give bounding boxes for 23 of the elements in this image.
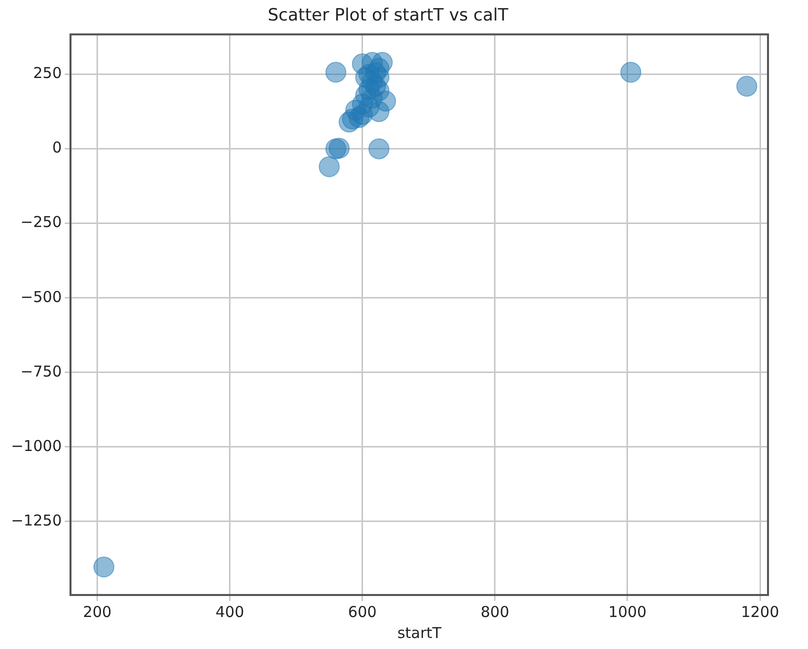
x-tick-label: 1000 [608,602,647,621]
y-tick-label: −750 [20,362,62,380]
y-tick-label: −250 [20,213,62,232]
point [328,138,350,159]
x-tick-label: 600 [348,602,377,621]
x-tick-label: 800 [480,602,510,621]
y-tick-label: −500 [20,288,62,306]
y-tick-label: 250 [33,64,62,82]
point [368,101,390,122]
y-tick-label: 0 [52,138,62,157]
point [620,62,642,83]
x-tick-label: 200 [82,602,112,621]
point [325,62,346,83]
y-tick-label: −1250 [10,511,62,530]
y-tick-label: −1000 [10,436,62,455]
point [93,556,114,578]
point [736,76,758,97]
x-tick-label: 400 [215,602,244,621]
chart-title: Scatter Plot of startT vs calT [268,6,509,26]
point [318,156,340,178]
point [368,138,390,160]
x-axis-title: startT [397,624,442,642]
x-tick-label: 1200 [740,602,780,621]
